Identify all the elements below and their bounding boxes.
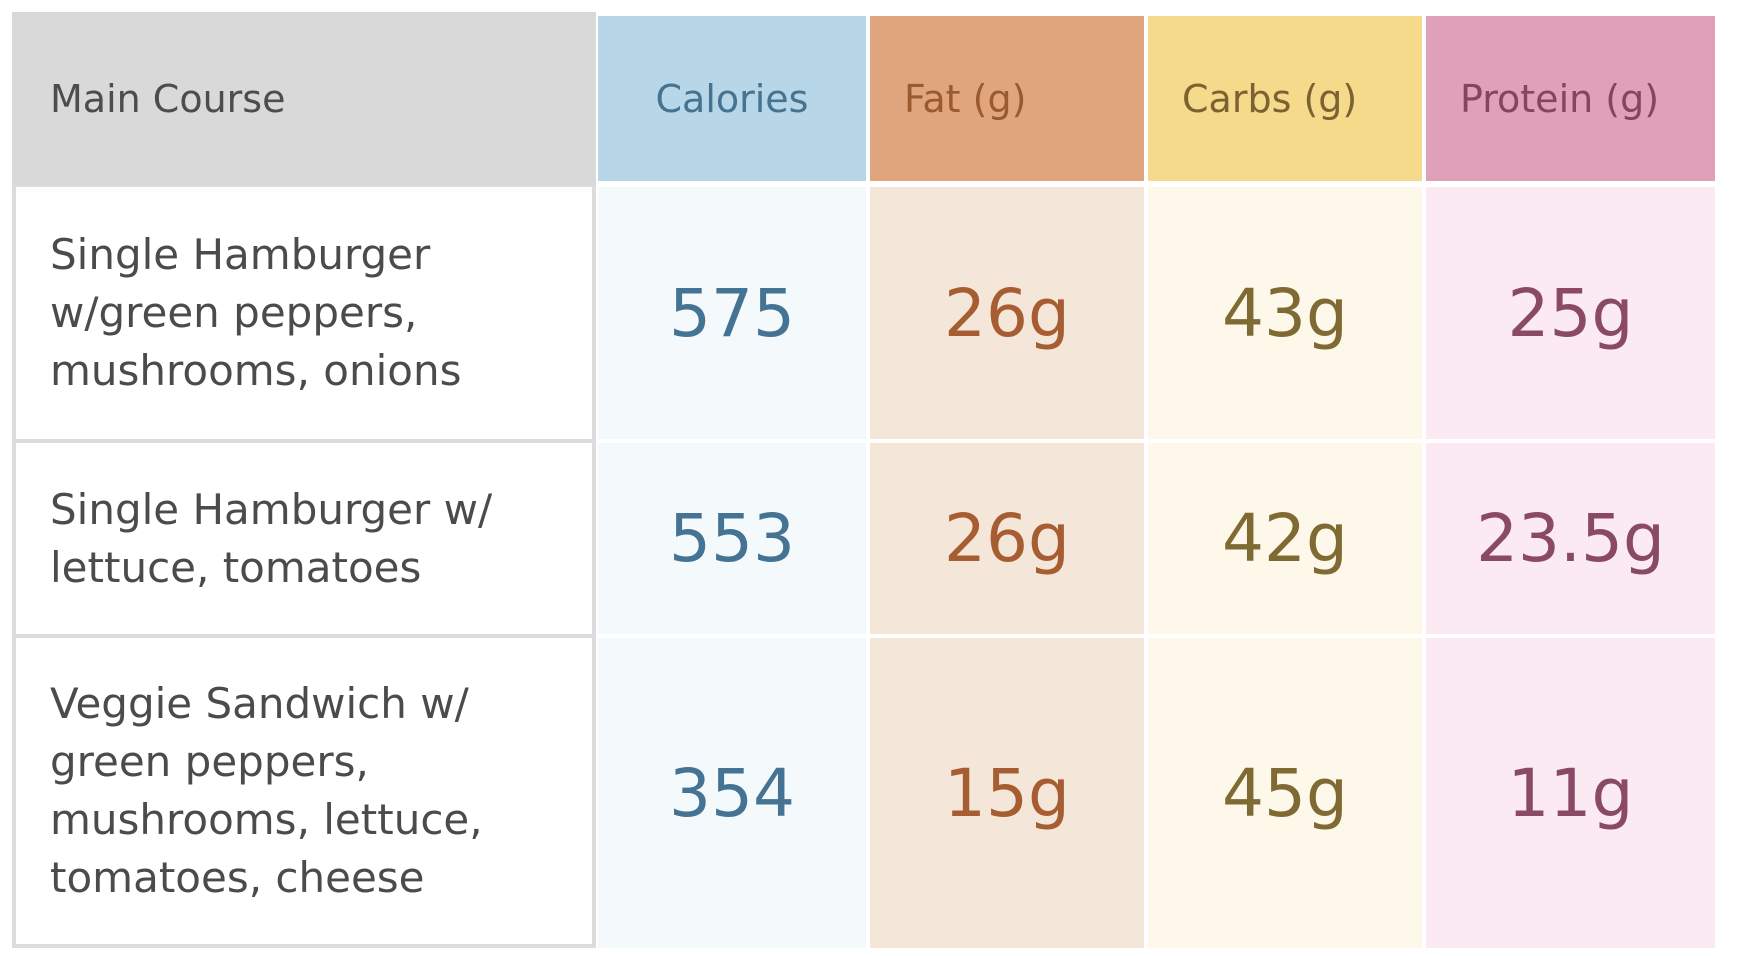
header-carbs: Carbs (g) <box>1148 16 1422 181</box>
row-3-name-line: green peppers, <box>50 737 369 786</box>
row-1-name: Single Hamburger w/green peppers, mushro… <box>50 226 461 400</box>
row-3-name-line: mushrooms, lettuce, <box>50 795 483 844</box>
header-fat: Fat (g) <box>870 16 1144 181</box>
row-2-fat: 26g <box>870 443 1144 634</box>
row-1-calories: 575 <box>598 187 866 439</box>
row-3-fat: 15g <box>870 638 1144 948</box>
header-calories: Calories <box>598 16 866 181</box>
row-2-name-line: lettuce, tomatoes <box>50 542 422 592</box>
row-3-protein: 11g <box>1426 638 1715 948</box>
row-1-main-course: Single Hamburger w/green peppers, mushro… <box>12 185 596 441</box>
header-main-course: Main Course <box>12 12 596 185</box>
row-2-protein: 23.5g <box>1426 443 1715 634</box>
row-2-main-course: Single Hamburger w/ lettuce, tomatoes <box>12 441 596 636</box>
header-protein: Protein (g) <box>1426 16 1715 181</box>
row-2-name: Single Hamburger w/ lettuce, tomatoes <box>50 481 492 597</box>
row-3-calories: 354 <box>598 638 866 948</box>
row-1-carbs: 43g <box>1148 187 1422 439</box>
row-1-protein: 25g <box>1426 187 1715 439</box>
row-1-name-line: w/green peppers, <box>50 288 418 337</box>
row-1-name-line: Single Hamburger <box>50 230 431 279</box>
row-2-name-line: Single Hamburger w/ <box>50 484 493 534</box>
row-3-carbs: 45g <box>1148 638 1422 948</box>
row-3-main-course: Veggie Sandwich w/ green peppers, mushro… <box>12 636 596 948</box>
row-2-carbs: 42g <box>1148 443 1422 634</box>
row-3-name: Veggie Sandwich w/ green peppers, mushro… <box>50 675 483 907</box>
row-3-name-line: tomatoes, cheese <box>50 853 425 902</box>
row-1-name-line: mushrooms, onions <box>50 346 462 395</box>
nutrition-table: Main Course Calories Fat (g) Carbs (g) P… <box>12 12 1717 948</box>
row-3-name-line: Veggie Sandwich w/ <box>50 679 469 728</box>
row-2-calories: 553 <box>598 443 866 634</box>
row-1-fat: 26g <box>870 187 1144 439</box>
